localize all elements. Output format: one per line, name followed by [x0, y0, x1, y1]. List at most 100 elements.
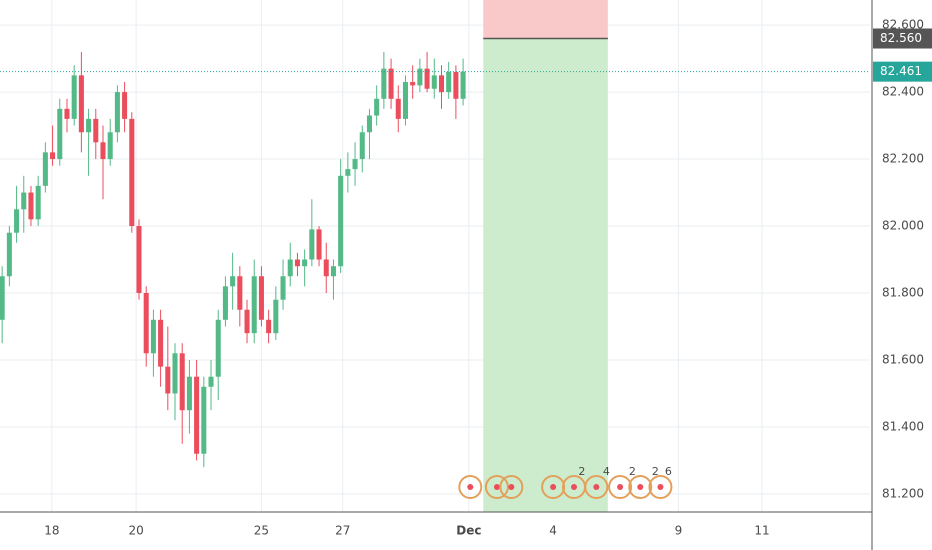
- candle-body: [374, 98, 380, 116]
- y-tick-label: 81.600: [882, 352, 924, 366]
- candle-body: [402, 82, 408, 119]
- event-marker: [458, 475, 483, 499]
- candle-body: [431, 75, 437, 89]
- candle-body: [222, 286, 228, 320]
- event-marker: [628, 475, 653, 499]
- candle-body: [35, 185, 41, 220]
- candle-body: [100, 142, 106, 160]
- event-count: 2: [629, 465, 636, 478]
- y-tick-label: 81.200: [882, 486, 924, 500]
- candle-body: [287, 259, 293, 277]
- y-tick-label: 82.200: [882, 152, 924, 166]
- x-tick-label: 25: [254, 524, 269, 538]
- x-tick-label: Dec: [456, 524, 481, 538]
- x-tick-label: 27: [335, 524, 350, 538]
- candle-body: [424, 68, 430, 89]
- y-tick-label: 82.400: [882, 85, 924, 99]
- candle-body: [280, 276, 286, 300]
- candle-body: [194, 376, 200, 454]
- candle-body: [417, 68, 423, 86]
- candle-body: [93, 118, 99, 143]
- candle-body: [366, 115, 372, 133]
- x-tick-label: 18: [44, 524, 59, 538]
- event-dot: [570, 484, 577, 490]
- event-count: 4: [603, 465, 610, 478]
- candle-body: [114, 92, 120, 133]
- event-marker: [648, 475, 673, 499]
- candle-body: [381, 68, 387, 99]
- candle-body: [6, 232, 12, 277]
- x-tick-label: 4: [549, 524, 557, 538]
- entry-badge: [873, 28, 932, 49]
- candle-body: [42, 152, 48, 186]
- x-tick-label: 9: [675, 524, 683, 538]
- candle-body: [438, 75, 445, 93]
- event-count: 2: [652, 465, 659, 478]
- candle-body: [165, 366, 171, 394]
- event-dot: [637, 484, 644, 490]
- entry-badge-label: 82.560: [880, 31, 922, 45]
- stop-zone: [483, 0, 608, 39]
- candle-body: [50, 152, 56, 160]
- event-marker: [608, 475, 633, 499]
- candle-body: [201, 386, 207, 454]
- candle-body: [129, 118, 135, 227]
- candle-body: [309, 229, 315, 260]
- candle-body: [150, 319, 156, 354]
- candle-body: [266, 319, 272, 334]
- candle-body: [237, 276, 243, 310]
- candle-body: [21, 192, 27, 210]
- candle-body: [179, 353, 185, 411]
- event-dot: [508, 484, 515, 490]
- x-tick-label: 11: [754, 524, 769, 538]
- candle-body: [208, 376, 214, 387]
- event-dot: [493, 484, 500, 490]
- event-marker: [541, 475, 566, 499]
- candle-body: [388, 68, 394, 99]
- last-price-label: 82.461: [880, 64, 922, 78]
- candle-body: [316, 229, 322, 260]
- candle-body: [143, 293, 149, 354]
- candle-body: [446, 71, 452, 93]
- x-tick-label: 20: [128, 524, 143, 538]
- candle-body: [14, 209, 20, 233]
- candle-body: [78, 75, 84, 133]
- candle-body: [352, 159, 358, 170]
- candle-body: [57, 108, 63, 160]
- candle-body: [410, 82, 416, 86]
- y-tick-label: 82.600: [882, 18, 924, 32]
- candle-body: [215, 319, 221, 377]
- event-count: 6: [665, 465, 672, 478]
- candle-body: [359, 132, 365, 160]
- candle-body: [86, 118, 92, 133]
- candle-body: [345, 169, 351, 176]
- last-price-badge: [873, 61, 932, 82]
- event-dot: [593, 484, 600, 490]
- target-zone: [483, 38, 608, 513]
- y-tick-label: 81.400: [882, 419, 924, 433]
- candle-body: [107, 132, 113, 160]
- event-marker: [584, 475, 609, 499]
- candle-body: [158, 319, 164, 367]
- event-marker: [484, 475, 509, 499]
- candle-body: [273, 299, 279, 334]
- candle-body: [64, 108, 70, 119]
- event-dot: [467, 484, 474, 490]
- candle-body: [453, 71, 459, 99]
- candle-body: [395, 98, 401, 119]
- event-dot: [657, 484, 664, 490]
- y-tick-label: 81.800: [882, 286, 924, 300]
- event-count: 2: [578, 465, 585, 478]
- candle-body: [258, 276, 264, 320]
- candle-body: [172, 353, 178, 394]
- candle-body: [302, 259, 308, 267]
- candle-body: [294, 259, 300, 267]
- candle-body: [28, 192, 34, 220]
- candle-body: [251, 276, 257, 334]
- event-dot: [617, 484, 624, 490]
- candle-body: [330, 266, 336, 277]
- candle-body: [230, 276, 236, 287]
- candle-body: [186, 376, 192, 411]
- event-marker: [499, 475, 524, 499]
